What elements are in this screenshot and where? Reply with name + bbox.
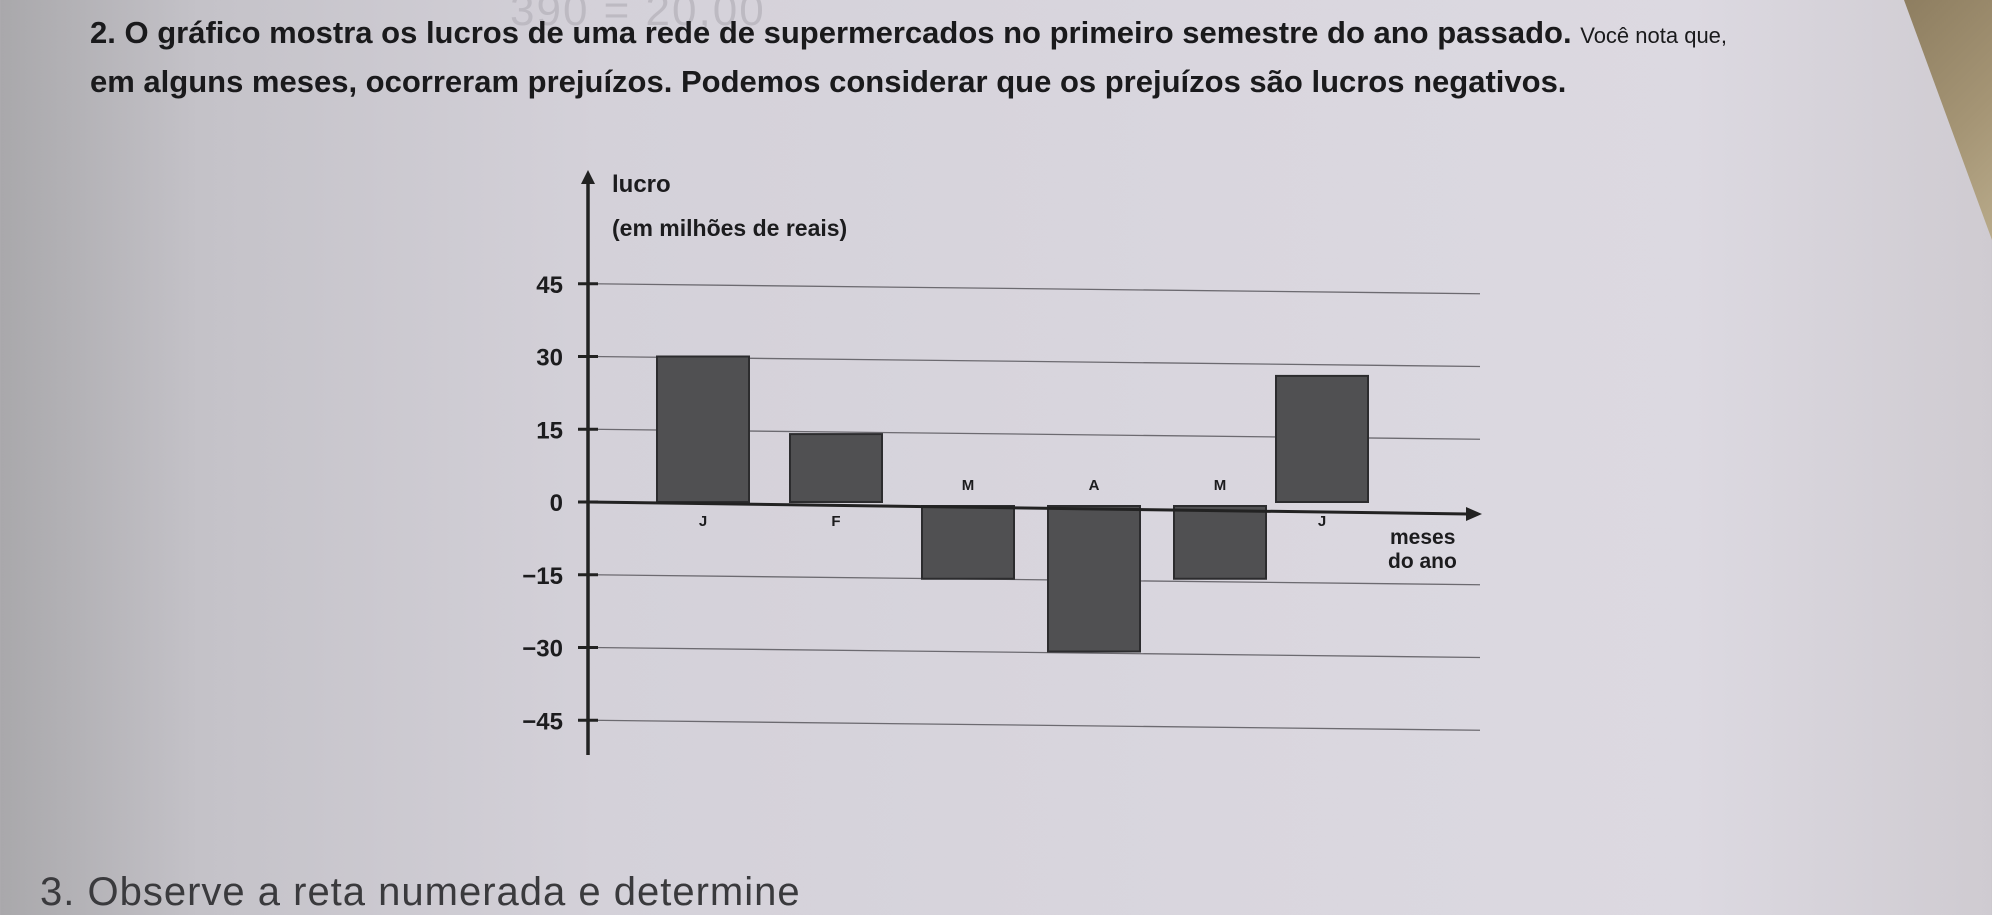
grid-line (591, 574, 1481, 586)
x-axis-arrow (1466, 507, 1482, 521)
x-axis-line (587, 500, 1469, 516)
bar-6 (1275, 374, 1369, 503)
y-tick-label: 0 (550, 490, 563, 517)
bar-2 (789, 433, 883, 504)
grid-line (591, 646, 1481, 659)
bar-4 (1047, 505, 1141, 653)
bar-3 (921, 505, 1015, 580)
y-axis-label: lucro (612, 171, 671, 198)
grid-line (591, 719, 1481, 731)
y-tick-label: 15 (536, 417, 563, 444)
x-tick-label: M (962, 477, 975, 494)
y-tick-label: 45 (536, 272, 563, 299)
x-tick-label: A (1089, 477, 1100, 494)
y-axis-unit-label: (em milhões de reais) (612, 215, 847, 241)
y-tick-label: 30 (536, 345, 563, 372)
next-question-text: 3. Observe a reta numerada e determine (40, 870, 801, 914)
pencil-scribble: 390 = 20,00 (510, 0, 766, 35)
x-tick-label: J (1318, 513, 1326, 530)
x-axis-label-line1: meses (1390, 526, 1455, 549)
question-line-1: O gráfico mostra os lucros de uma rede d… (124, 15, 1572, 50)
y-tick-label: −45 (522, 708, 563, 735)
question-number: 2. (90, 15, 116, 50)
bar-5 (1173, 505, 1267, 580)
y-axis-arrow (581, 170, 595, 184)
grid-line (591, 283, 1481, 295)
bars (656, 355, 1369, 653)
question-line-1-tail: Você nota que, (1580, 23, 1728, 48)
bar-1 (656, 355, 750, 503)
question-text: 2. O gráfico mostra os lucros de uma red… (90, 10, 1940, 105)
y-tick-label: −30 (522, 636, 563, 663)
x-axis-label-line2: do ano (1388, 550, 1457, 573)
x-tick-label: F (831, 513, 840, 530)
axes (578, 170, 1482, 755)
x-tick-label: M (1214, 477, 1227, 494)
y-tick-label: −15 (522, 563, 563, 590)
x-tick-label: J (699, 513, 707, 530)
question-line-2: em alguns meses, ocorreram prejuízos. Po… (90, 64, 1567, 99)
